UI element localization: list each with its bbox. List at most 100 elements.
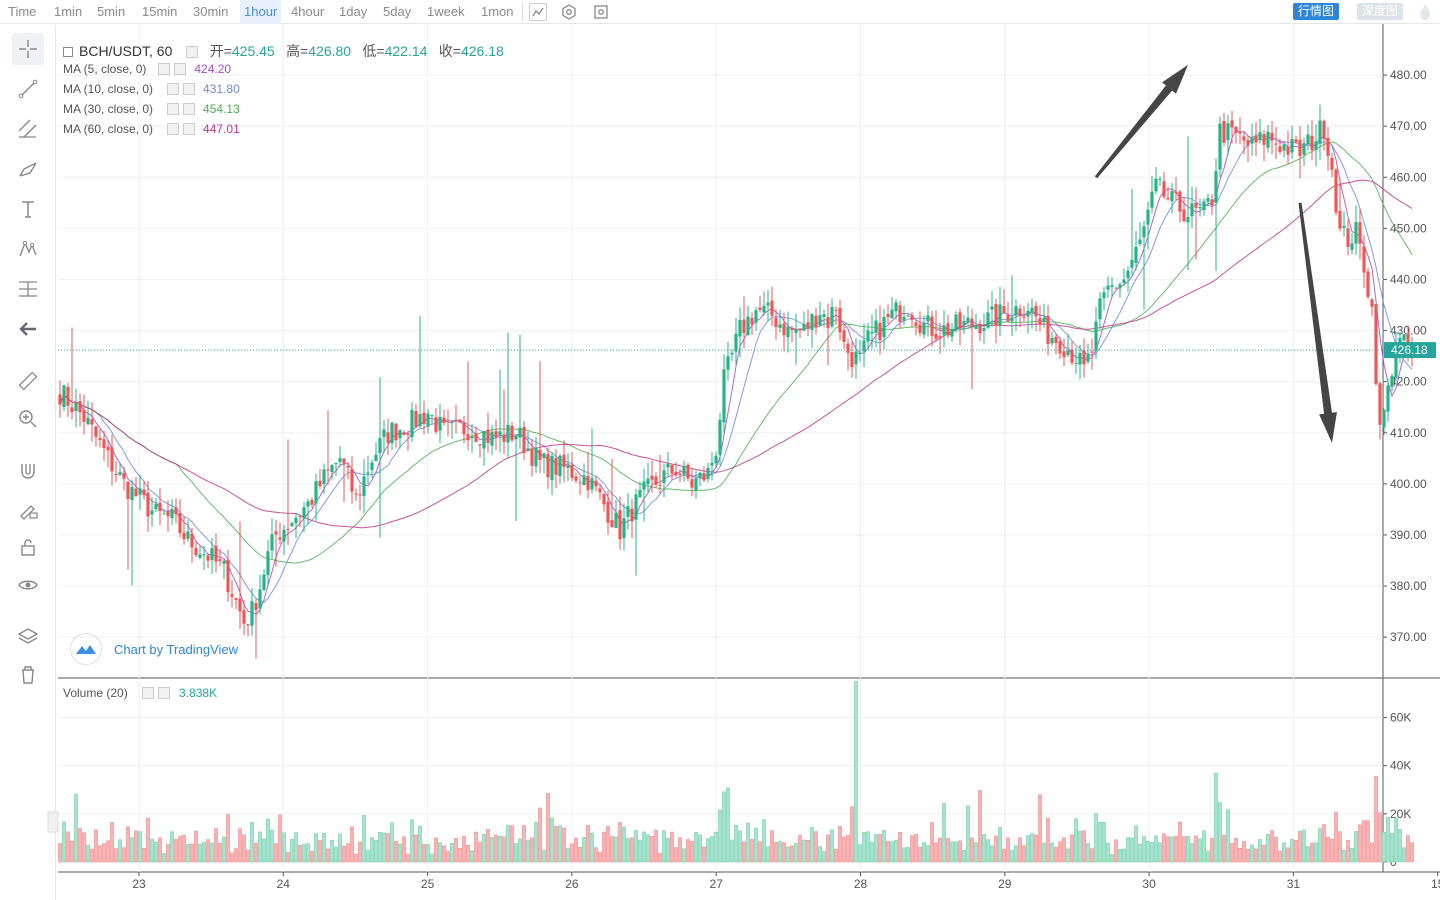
volume-bar <box>118 839 122 863</box>
volume-bar <box>710 836 714 863</box>
symbol-settings-icon[interactable] <box>186 46 199 58</box>
candle-body <box>362 476 366 497</box>
volume-bar <box>1230 843 1234 863</box>
volume-bar <box>866 831 870 863</box>
volume-bar <box>302 843 306 863</box>
candle-body <box>946 323 950 336</box>
timeframe-1min[interactable]: 1min <box>54 4 83 19</box>
candle-body <box>634 494 638 520</box>
parallel-channel-icon[interactable] <box>12 113 44 145</box>
volume-bar <box>1086 843 1090 863</box>
volume-bar <box>586 825 590 863</box>
text-tool-icon[interactable] <box>12 193 44 225</box>
candle-body <box>170 509 174 519</box>
unlock-icon[interactable] <box>12 531 44 563</box>
candle-body <box>70 407 74 413</box>
candle-body <box>494 431 498 438</box>
timeframe-4hour[interactable]: 4hour <box>291 4 325 19</box>
timeframe-30min[interactable]: 30min <box>193 4 229 19</box>
ma-settings-icon[interactable] <box>167 83 180 95</box>
volume-bar <box>642 831 646 863</box>
candle-body <box>498 431 502 436</box>
candle-body <box>310 500 314 505</box>
volume-bar <box>734 825 738 863</box>
ruler-icon[interactable] <box>12 365 44 397</box>
ma-settings-icon[interactable] <box>167 123 180 135</box>
volume-tick-label: 40K <box>1390 759 1411 773</box>
candle-body <box>1290 138 1294 153</box>
pattern-tool-icon[interactable] <box>12 233 44 265</box>
settings-icon[interactable] <box>560 3 578 21</box>
crosshair-icon[interactable] <box>12 33 44 65</box>
depth-view-button[interactable]: 深度图 <box>1357 3 1404 20</box>
collapse-icon[interactable] <box>63 47 73 57</box>
volume-bar <box>882 830 886 863</box>
volume-bar <box>354 853 358 863</box>
timeframe-1day[interactable]: 1day <box>339 4 368 19</box>
price-tick-label: 420.00 <box>1390 375 1427 389</box>
ma-remove-icon[interactable] <box>183 123 196 135</box>
ma-settings-icon[interactable] <box>167 103 180 115</box>
candle-view-button[interactable]: 行情图 <box>1293 3 1340 20</box>
lock-drawing-icon[interactable] <box>12 493 44 525</box>
candle-body <box>890 309 894 319</box>
volume-settings-icon[interactable] <box>141 687 154 699</box>
volume-bar <box>1354 831 1358 863</box>
ma-settings-icon[interactable] <box>158 63 171 75</box>
volume-bar <box>518 838 522 863</box>
volume-bar <box>1282 842 1286 863</box>
volume-bar <box>1290 839 1294 863</box>
time-tick-label: 29 <box>998 877 1012 891</box>
volume-bar <box>1278 850 1282 863</box>
timeframe-5min[interactable]: 5min <box>97 4 126 19</box>
timeframe-1mon[interactable]: 1mon <box>481 4 514 19</box>
ma-remove-icon[interactable] <box>183 103 196 115</box>
layers-icon[interactable] <box>12 621 44 653</box>
flame-icon[interactable] <box>1417 3 1433 21</box>
volume-bar <box>514 843 518 863</box>
tradingview-watermark[interactable]: Chart by TradingView <box>70 632 250 666</box>
timeframe-time[interactable]: Time <box>8 4 37 19</box>
zoom-in-icon[interactable] <box>12 403 44 435</box>
back-arrow-icon[interactable] <box>12 313 44 345</box>
brush-icon[interactable] <box>12 153 44 185</box>
ma-remove-icon[interactable] <box>183 83 196 95</box>
candle-body <box>274 531 278 535</box>
candle-body <box>1374 304 1378 384</box>
timeframe-1hour[interactable]: 1hour <box>240 0 282 24</box>
magnet-icon[interactable] <box>12 455 44 487</box>
volume-bar <box>182 834 186 863</box>
volume-bar <box>1050 842 1054 863</box>
candle-body <box>1318 120 1322 144</box>
candle-body <box>394 423 398 441</box>
candle-body <box>206 555 210 561</box>
timeframe-1week[interactable]: 1week <box>427 4 465 19</box>
volume-bar <box>106 840 110 863</box>
volume-bar <box>1262 844 1266 863</box>
timeframe-15min[interactable]: 15min <box>142 4 178 19</box>
candle-body <box>110 447 114 472</box>
candle-body <box>178 513 182 534</box>
volume-bar <box>1130 837 1134 863</box>
volume-bar <box>1374 776 1378 863</box>
trend-line-icon[interactable] <box>12 73 44 105</box>
candle-body <box>706 467 710 479</box>
chart-style-icon[interactable] <box>529 3 547 21</box>
candle-body <box>426 413 430 427</box>
volume-bar <box>74 793 78 863</box>
candle-body <box>658 485 662 487</box>
candle-body <box>1222 121 1226 143</box>
volume-bar <box>410 819 414 863</box>
volume-remove-icon[interactable] <box>157 687 170 699</box>
candle-body <box>146 492 150 517</box>
volume-bar <box>1198 838 1202 863</box>
volume-bar <box>366 849 370 863</box>
ma-remove-icon[interactable] <box>174 63 187 75</box>
trash-icon[interactable] <box>12 659 44 691</box>
eye-icon[interactable] <box>12 569 44 601</box>
timeframe-5day[interactable]: 5day <box>383 4 412 19</box>
fullscreen-icon[interactable] <box>592 3 610 21</box>
volume-bar <box>1106 842 1110 863</box>
fibonacci-icon[interactable] <box>12 273 44 305</box>
